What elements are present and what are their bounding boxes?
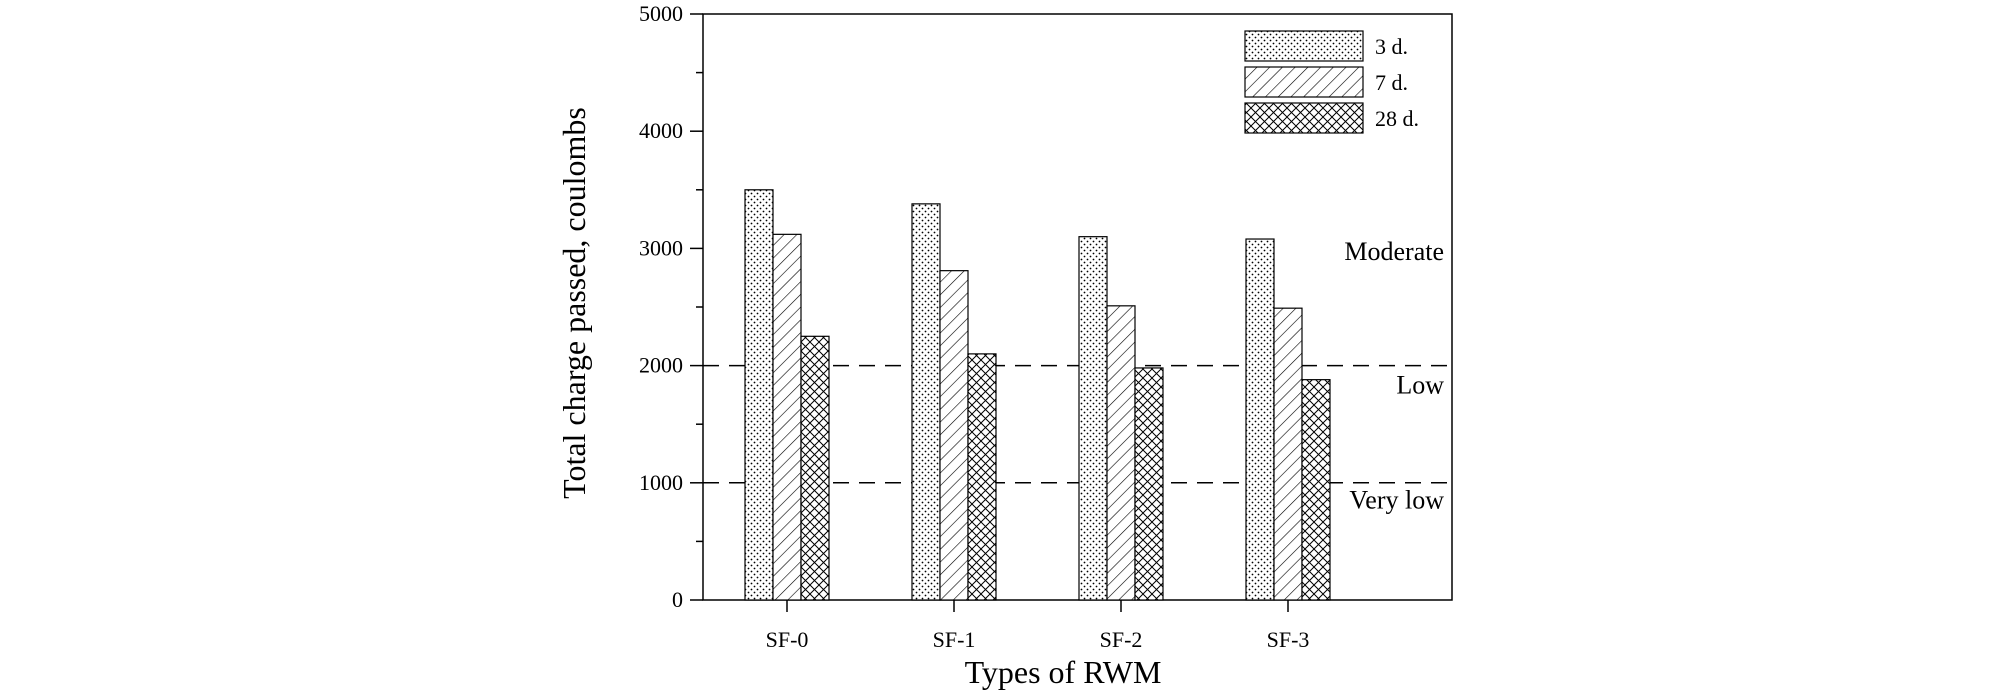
plot-area: 0 1000 2000 3000 4000 5000 SF-0 SF-1 SF-2 SF-3 Mod… bbox=[639, 1, 1453, 652]
y-tick-label: 5000 bbox=[639, 1, 683, 26]
x-tick-label: SF-0 bbox=[766, 627, 809, 652]
legend-swatch bbox=[1244, 66, 1364, 98]
bar-SF-1-3d bbox=[911, 203, 941, 601]
bar-SF-1-28d bbox=[967, 353, 997, 601]
y-tick-label: 4000 bbox=[639, 118, 683, 143]
bar-SF-1-7d bbox=[939, 270, 969, 601]
bar-SF-0-3d bbox=[744, 189, 774, 601]
y-tick-label: 2000 bbox=[639, 353, 683, 378]
bar-SF-3-28d bbox=[1301, 379, 1331, 601]
zone-label: Moderate bbox=[1344, 237, 1444, 266]
legend-label: 7 d. bbox=[1375, 70, 1408, 95]
legend-label: 3 d. bbox=[1375, 34, 1408, 59]
bar-SF-0-7d bbox=[772, 233, 802, 601]
bar-SF-2-28d bbox=[1134, 367, 1164, 601]
bar-SF-2-7d bbox=[1106, 305, 1136, 601]
x-tick-label: SF-3 bbox=[1267, 627, 1310, 652]
zone-label: Very low bbox=[1349, 486, 1444, 515]
legend-swatch bbox=[1244, 30, 1364, 62]
legend-label: 28 d. bbox=[1375, 106, 1419, 131]
y-tick-label: 0 bbox=[672, 587, 683, 612]
bar-SF-3-3d bbox=[1245, 238, 1275, 601]
legend-swatch bbox=[1244, 102, 1364, 134]
x-axis-title: Types of RWM bbox=[965, 654, 1162, 690]
bar-SF-2-3d bbox=[1078, 236, 1108, 601]
y-tick-label: 1000 bbox=[639, 470, 683, 495]
zone-label: Low bbox=[1396, 371, 1444, 400]
x-tick-label: SF-2 bbox=[1100, 627, 1143, 652]
x-tick-label: SF-1 bbox=[933, 627, 976, 652]
bar-SF-0-28d bbox=[800, 335, 830, 601]
bar-SF-3-7d bbox=[1273, 307, 1303, 601]
y-axis-title: Total charge passed, coulombs bbox=[556, 107, 592, 499]
y-tick-label: 3000 bbox=[639, 235, 683, 260]
